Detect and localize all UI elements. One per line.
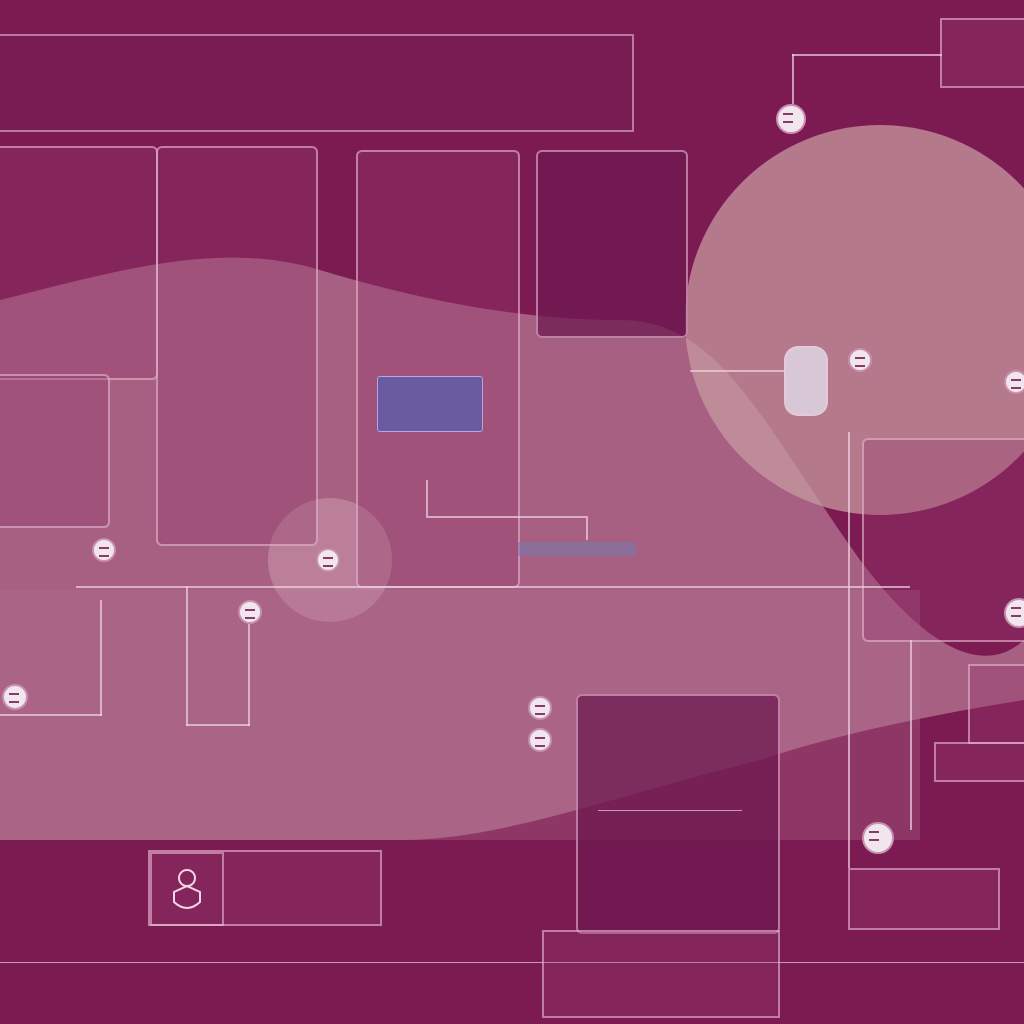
card-2 (156, 146, 318, 546)
header-banner (0, 34, 634, 132)
feature-card (576, 694, 780, 934)
footer-panel (542, 930, 780, 1018)
footer-rule (0, 962, 1024, 963)
circle-panel-widget[interactable] (784, 346, 828, 416)
right-bottom-box (848, 868, 1000, 930)
connector (426, 480, 428, 516)
connector (100, 600, 102, 716)
node-icon[interactable] (1004, 598, 1024, 628)
connector (186, 724, 250, 726)
card-3 (356, 150, 520, 588)
node-icon[interactable] (92, 538, 116, 562)
node-icon[interactable] (862, 822, 894, 854)
node-icon[interactable] (2, 684, 28, 710)
divider (598, 810, 742, 811)
strip-bar (518, 542, 636, 556)
connector (76, 586, 910, 588)
top-right-box (940, 18, 1024, 88)
connector (792, 54, 942, 56)
connector (910, 640, 912, 830)
right-panel (862, 438, 1024, 642)
connector (792, 54, 794, 104)
node-icon[interactable] (316, 548, 340, 572)
node-icon[interactable] (776, 104, 806, 134)
connector (248, 624, 250, 726)
left-panel (0, 374, 110, 528)
connector (690, 370, 786, 372)
node-icon[interactable] (848, 348, 872, 372)
shield-icon (173, 869, 201, 909)
node-icon[interactable] (1004, 370, 1024, 394)
bottom-card-icon (150, 852, 224, 926)
bottom-card (148, 850, 382, 926)
right-lower-box (968, 664, 1024, 744)
node-icon[interactable] (238, 600, 262, 624)
connector (586, 516, 588, 540)
background-band (0, 590, 920, 840)
right-lower-strip (934, 742, 1024, 782)
connector (0, 714, 102, 716)
node-icon[interactable] (528, 696, 552, 720)
node-icon[interactable] (528, 728, 552, 752)
connector (186, 586, 188, 726)
background-circle (685, 125, 1024, 515)
connector (848, 432, 850, 868)
card-4 (536, 150, 688, 338)
connector (426, 516, 586, 518)
card-1 (0, 146, 158, 380)
card3-chip[interactable] (377, 376, 483, 432)
